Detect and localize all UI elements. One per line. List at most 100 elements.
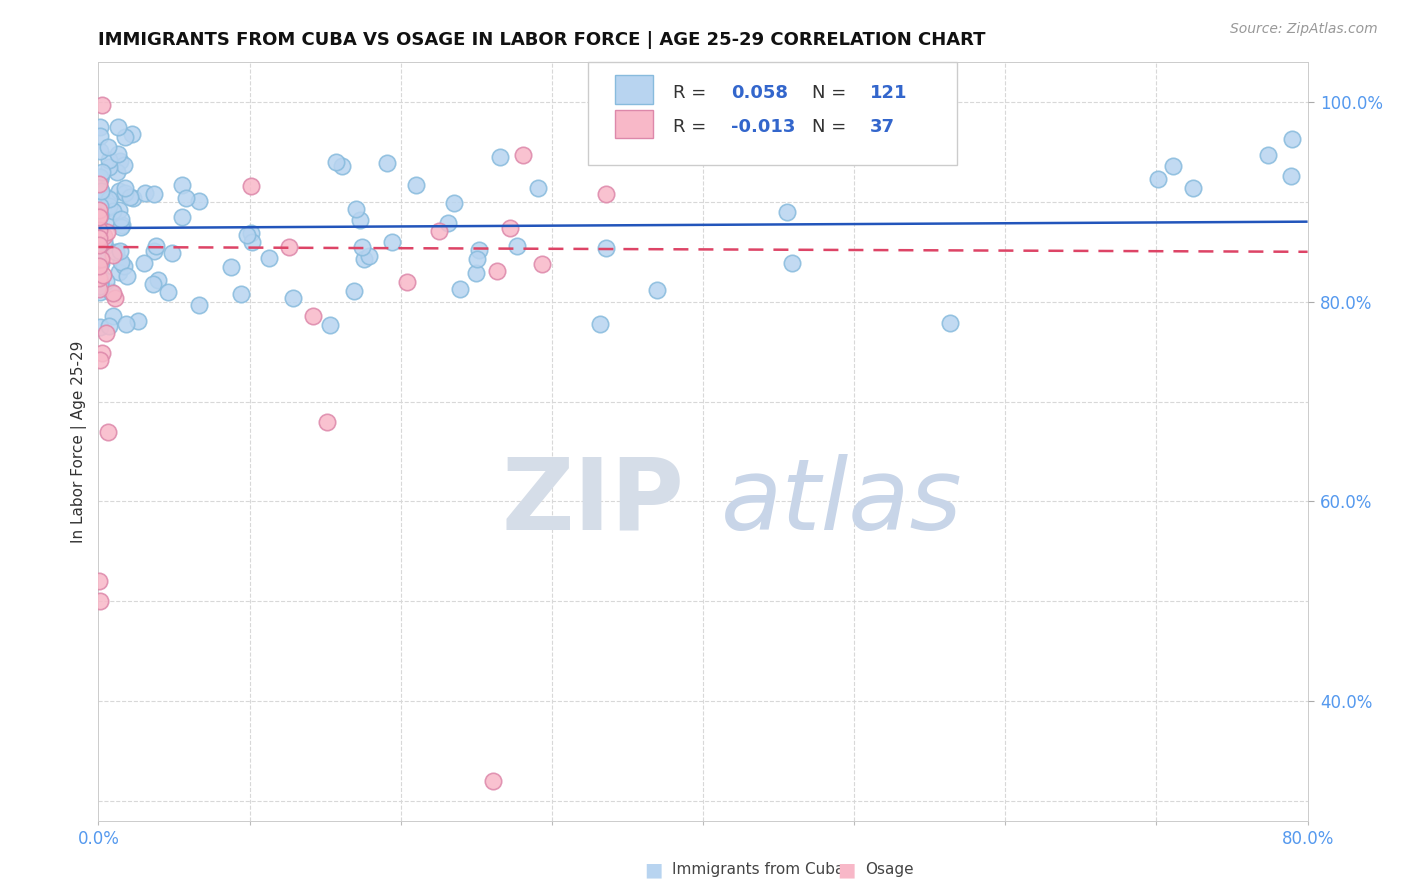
- Point: [330, 159, 353, 173]
- Point: [499, 221, 522, 235]
- Point: [89, 202, 111, 217]
- Point: [89, 238, 111, 252]
- Point: [89, 227, 111, 242]
- Point: [115, 317, 138, 331]
- Point: [134, 186, 156, 200]
- Point: [89, 171, 111, 186]
- Point: [96, 225, 118, 239]
- Point: [104, 245, 127, 260]
- Point: [91, 268, 114, 282]
- Point: [588, 317, 610, 331]
- FancyBboxPatch shape: [614, 110, 654, 138]
- Point: [110, 219, 132, 234]
- Point: [98, 199, 121, 213]
- Point: [108, 265, 131, 279]
- Point: [98, 153, 121, 167]
- Point: [89, 594, 111, 608]
- Point: [110, 212, 132, 227]
- FancyBboxPatch shape: [614, 76, 654, 104]
- Point: [89, 252, 111, 267]
- Point: [114, 130, 136, 145]
- Point: [89, 210, 111, 224]
- Point: [506, 239, 529, 253]
- Point: [90, 184, 112, 198]
- Point: [97, 425, 120, 439]
- Point: [143, 244, 166, 259]
- Point: [595, 241, 617, 255]
- Text: ■: ■: [644, 860, 664, 880]
- Point: [100, 285, 122, 299]
- Point: [344, 202, 367, 216]
- Point: [108, 244, 131, 258]
- Point: [96, 211, 118, 226]
- Point: [117, 269, 139, 284]
- Point: [302, 309, 325, 323]
- Point: [104, 292, 127, 306]
- Point: [143, 186, 166, 201]
- Point: [89, 247, 111, 261]
- Point: [482, 773, 505, 788]
- Point: [101, 309, 124, 323]
- Point: [240, 179, 263, 194]
- Point: [90, 186, 112, 201]
- Point: [645, 283, 668, 297]
- Point: [1161, 159, 1184, 173]
- Text: N =: N =: [811, 84, 852, 102]
- Point: [97, 140, 120, 154]
- Point: [89, 256, 111, 270]
- Point: [844, 95, 866, 110]
- Point: [353, 252, 375, 267]
- Text: atlas: atlas: [721, 454, 963, 550]
- Point: [436, 216, 458, 230]
- Point: [112, 259, 135, 273]
- Point: [278, 240, 301, 254]
- Text: R =: R =: [672, 84, 711, 102]
- Text: ZIP: ZIP: [502, 454, 685, 550]
- Point: [89, 208, 111, 222]
- Text: 37: 37: [870, 118, 894, 136]
- Point: [93, 229, 115, 244]
- Point: [172, 210, 194, 224]
- Point: [89, 177, 111, 191]
- Point: [531, 257, 554, 271]
- Point: [90, 226, 112, 240]
- Point: [939, 317, 962, 331]
- Point: [89, 574, 111, 589]
- Point: [110, 255, 132, 269]
- Point: [89, 210, 111, 224]
- Point: [89, 353, 111, 368]
- Point: [1279, 169, 1302, 183]
- Point: [90, 97, 112, 112]
- Point: [512, 148, 534, 162]
- Point: [89, 170, 111, 185]
- Text: 0.058: 0.058: [731, 84, 787, 102]
- Point: [89, 199, 111, 213]
- Text: R =: R =: [672, 118, 711, 136]
- Point: [381, 235, 404, 250]
- Point: [375, 156, 398, 170]
- Point: [93, 239, 115, 253]
- Point: [464, 266, 486, 280]
- Point: [89, 221, 111, 235]
- Point: [89, 279, 111, 293]
- FancyBboxPatch shape: [588, 62, 957, 165]
- Point: [443, 195, 465, 210]
- Point: [132, 256, 155, 270]
- Point: [89, 169, 111, 184]
- Point: [89, 268, 111, 282]
- Point: [118, 190, 141, 204]
- Point: [107, 203, 129, 218]
- Point: [89, 319, 111, 334]
- Point: [90, 252, 112, 266]
- Point: [595, 187, 617, 202]
- Point: [101, 248, 124, 262]
- Point: [89, 223, 111, 237]
- Point: [89, 186, 111, 200]
- Point: [89, 276, 111, 290]
- Point: [94, 274, 117, 288]
- Point: [101, 285, 124, 300]
- Point: [1257, 148, 1279, 162]
- Point: [174, 191, 197, 205]
- Point: [114, 186, 136, 200]
- Text: ■: ■: [837, 860, 856, 880]
